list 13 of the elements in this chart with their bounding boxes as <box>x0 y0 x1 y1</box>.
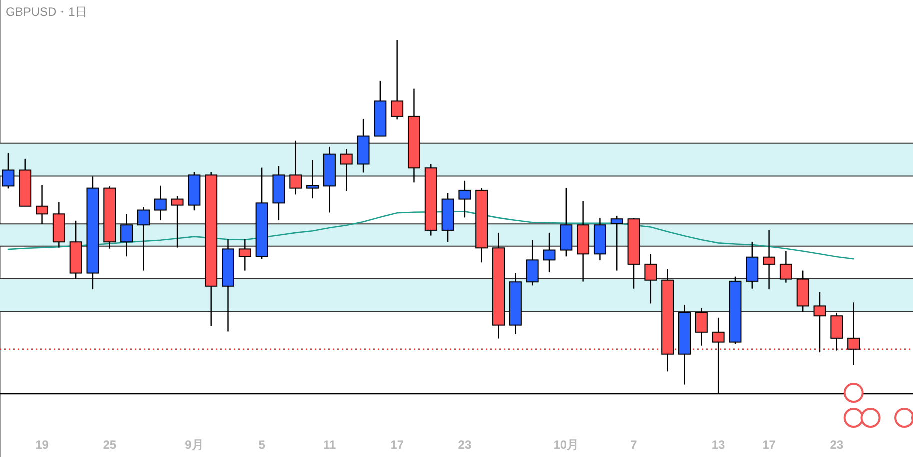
x-tick-label: 9月 <box>185 438 204 452</box>
x-tick-label: 23 <box>458 438 472 452</box>
x-tick-label: 13 <box>712 438 726 452</box>
x-tick-label: 19 <box>36 438 50 452</box>
x-tick-label: 10月 <box>554 438 580 452</box>
x-tick-label: 23 <box>830 438 844 452</box>
x-tick-label: 5 <box>258 438 266 452</box>
x-tick-label: 25 <box>103 438 117 452</box>
x-tick-label: 17 <box>762 438 776 452</box>
x-tick-label: 7 <box>630 438 638 452</box>
chart-title: GBPUSD・1日 <box>6 5 88 19</box>
x-tick-label: 17 <box>390 438 404 452</box>
x-tick-label: 11 <box>323 438 336 452</box>
